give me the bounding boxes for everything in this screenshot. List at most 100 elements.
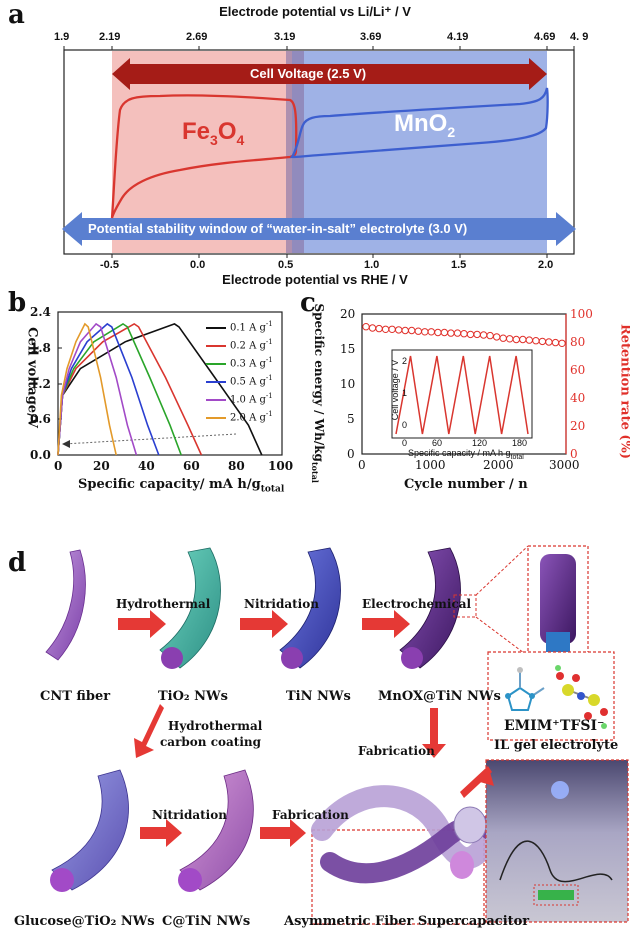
- b-xlabel-text: Specific capacity/ mA h/g: [78, 477, 261, 492]
- panel-c-ylabel-right: Retention rate (%): [617, 323, 630, 460]
- ion-tfsi: TFSI⁻: [560, 718, 605, 734]
- legend-entry: 0.3 A g-1: [230, 356, 273, 369]
- c-ylabel-sub: total: [309, 461, 320, 483]
- mnox-fiber-shape: [399, 547, 461, 669]
- mno2-sub: 2: [447, 123, 456, 140]
- retention-point: [558, 339, 566, 347]
- panel-c-ylabel-left: Specific energy / Wh/kgtotal: [310, 303, 326, 483]
- legend-entry: 0.1 A g-1: [230, 320, 273, 333]
- tio2-fiber-end: [161, 647, 183, 669]
- step-fabrication: Fabrication: [272, 808, 349, 822]
- c-ylabel-text: Specific energy / Wh/kg: [312, 303, 327, 462]
- panel-letter-d: d: [8, 548, 27, 578]
- legend-sup: -1: [265, 338, 273, 346]
- top-tick-label: 4.19: [447, 31, 469, 43]
- inset-xtick: 180: [512, 438, 528, 448]
- c-ytick-left: 20: [340, 307, 356, 321]
- zoomed-fiber-core: [546, 632, 570, 652]
- legend-sup: -1: [265, 374, 273, 382]
- panel-letter-c: c: [300, 288, 316, 318]
- step-hydrothermal-coating: Hydrothermal: [168, 719, 263, 733]
- inset-gcd-curve: [395, 355, 529, 435]
- bottom-tick-marks: [111, 254, 548, 258]
- legend-text: 0.2 A g: [230, 340, 266, 352]
- process-arrows: [118, 610, 494, 847]
- fe3o4-sub: 3: [210, 131, 218, 148]
- inset-xlabel: Specific capacity / mA h gtotal: [408, 448, 524, 461]
- mno2-label: MnO2: [394, 110, 455, 140]
- c-ytick-left: 15: [340, 342, 356, 356]
- top-tick-label: 4. 9: [570, 31, 589, 43]
- inset-xlabel-text: Specific capacity / mA h g: [408, 448, 511, 458]
- legend-sup: -1: [265, 356, 273, 364]
- gcd-series-line: [57, 323, 263, 456]
- panel-c-chart: [361, 313, 567, 455]
- tfsi-molecule: [555, 665, 608, 729]
- bottom-tick-label: 0.0: [190, 259, 206, 271]
- c-ytick-left: 5: [347, 412, 355, 426]
- panel-letter-a: a: [8, 0, 25, 30]
- b-ytick: 2.4: [30, 305, 51, 319]
- zoom-line: [475, 616, 529, 657]
- c-xtick: 0: [358, 458, 366, 472]
- electrolyte-label: IL gel electrolyte: [494, 738, 619, 753]
- step-carbon-coating: carbon coating: [160, 735, 262, 749]
- top-tick-label: 3.19: [274, 31, 296, 43]
- c-ytick-right: 100: [570, 307, 593, 321]
- c-ytick-left: 10: [340, 377, 356, 391]
- zoom-line: [475, 545, 529, 596]
- fe3o4-text: Fe: [182, 118, 211, 145]
- c-xtick: 3000: [549, 458, 580, 472]
- step-fabrication-2: Fabrication: [358, 744, 435, 758]
- top-tick-label: 4.69: [534, 31, 556, 43]
- c-xtick: 2000: [483, 458, 514, 472]
- tin-fiber-end: [281, 647, 303, 669]
- panel-b-xlabel: Specific capacity/ mA h/gtotal: [78, 477, 284, 495]
- fiber-end-cap: [450, 851, 474, 879]
- zoomed-fiber: [540, 554, 576, 644]
- gcd-series-line: [57, 322, 138, 456]
- panel-d-schematic: [45, 545, 629, 925]
- c-xtick: 1000: [415, 458, 446, 472]
- stability-window-label: Potential stability window of “water-in-…: [88, 221, 468, 236]
- inset-ytick: 0: [402, 420, 408, 430]
- tio2-fiber-shape: [159, 547, 221, 669]
- legend-text: 0.5 A g: [230, 376, 266, 388]
- legend-text: 1.0 A g: [230, 394, 266, 406]
- b-ytick: 0.6: [30, 412, 51, 426]
- bottom-tick-label: 1.5: [451, 259, 467, 271]
- inset-xlabel-sub: total: [510, 453, 524, 461]
- b-xtick: 0: [54, 459, 63, 473]
- panel-letter-b: b: [8, 288, 27, 318]
- mnox-fiber-end: [401, 647, 423, 669]
- bottom-tick-label: 1.0: [364, 259, 380, 271]
- stability-arrow: [62, 212, 576, 246]
- step-electrochemical: Electrochemical: [362, 597, 472, 611]
- legend-entry: 2.0 A g-1: [230, 410, 273, 423]
- zoom-box-small: [453, 594, 477, 618]
- fe3o4-cv-curve: [110, 94, 298, 219]
- legend-text: 2.0 A g: [230, 412, 266, 424]
- led-glow: [551, 781, 569, 799]
- c-ytick-right: 20: [570, 419, 586, 433]
- cell-voltage-arrow: [112, 58, 547, 90]
- fiber-label-mnox: MnOX@TiN NWs: [378, 689, 501, 704]
- supercapacitor-zoom-box: [311, 829, 485, 925]
- inset-ytick: 1: [402, 388, 408, 398]
- inset-ytick: 2: [402, 356, 408, 366]
- inset-ylabel: Cell voltage / V: [390, 359, 400, 421]
- cnt-fiber-shape: [45, 549, 86, 661]
- step-nitridation-2: Nitridation: [152, 808, 227, 822]
- c-ytick-right: 0: [570, 447, 578, 461]
- panel-b-chart: [57, 311, 283, 456]
- bottom-axis-title: Electrode potential vs RHE / V: [222, 272, 408, 287]
- gcd-series-line: [57, 322, 117, 456]
- panel-b-legend: [206, 327, 226, 419]
- device-fiber: [538, 890, 574, 900]
- legend-sup: -1: [265, 392, 273, 400]
- legend-entry: 1.0 A g-1: [230, 392, 273, 405]
- c-ytick-left: 0: [347, 447, 355, 461]
- b-xtick: 20: [93, 459, 110, 473]
- top-tick-label: 2.69: [186, 31, 208, 43]
- legend-sup: -1: [265, 320, 273, 328]
